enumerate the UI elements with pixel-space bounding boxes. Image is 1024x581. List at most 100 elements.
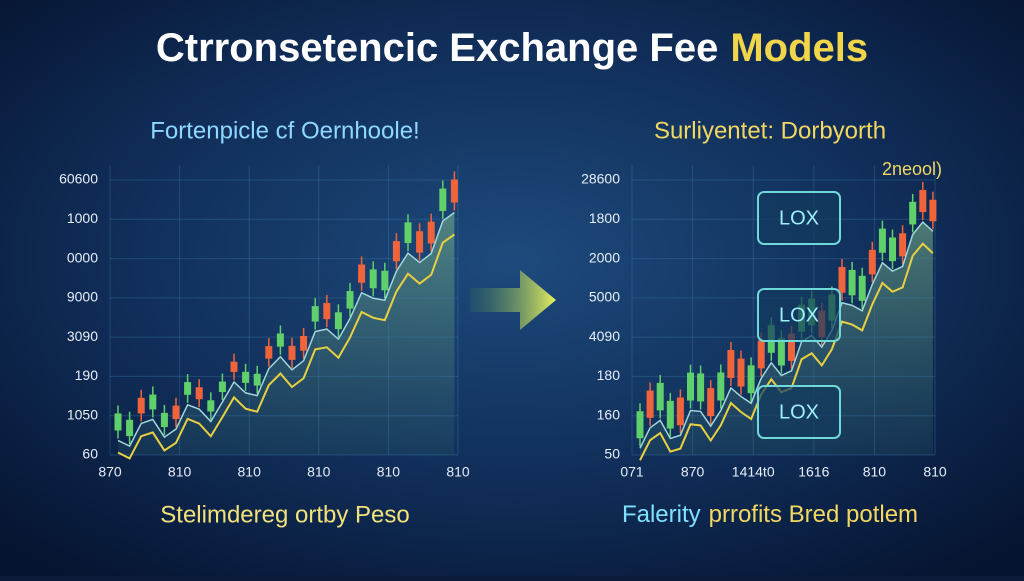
candle xyxy=(334,312,342,330)
candle xyxy=(676,397,684,426)
candle xyxy=(899,233,907,257)
candle xyxy=(346,291,354,309)
candle xyxy=(838,266,846,293)
candle xyxy=(878,228,886,253)
candle xyxy=(687,372,694,401)
candle xyxy=(149,394,157,410)
x-label: 810 xyxy=(377,464,401,480)
candle xyxy=(889,237,896,262)
left-title: Fortenpicle cf Oernhoole! xyxy=(150,117,419,144)
candle xyxy=(137,397,145,414)
candle xyxy=(697,373,705,402)
candle xyxy=(737,358,745,387)
y-label: 50 xyxy=(604,446,620,462)
arrow xyxy=(470,270,556,330)
candle xyxy=(858,275,866,301)
y-label: 160 xyxy=(597,406,621,422)
candle xyxy=(757,340,765,369)
candle xyxy=(114,413,122,431)
candle xyxy=(929,199,937,222)
y-label: 60 xyxy=(82,446,98,462)
candle xyxy=(909,201,917,225)
candle xyxy=(358,264,366,283)
x-label: 810 xyxy=(446,464,470,480)
candle xyxy=(788,333,795,361)
candle xyxy=(439,188,447,211)
candle xyxy=(323,302,331,320)
candle xyxy=(666,400,674,429)
candle xyxy=(160,412,168,428)
candle xyxy=(392,241,400,262)
candle xyxy=(184,382,192,395)
candle xyxy=(253,373,261,386)
candle xyxy=(288,345,296,360)
title-highlight: Models xyxy=(730,26,868,70)
candle xyxy=(172,405,180,420)
candle xyxy=(381,270,389,291)
charts: 60600 1000 0000 9000 3090 190 1050 60 870 810 810 8… xyxy=(59,165,947,480)
left-caption: Stelimdereg ortby Peso xyxy=(160,501,409,528)
right-caption: Falerity prrofits Bred potlem xyxy=(622,501,918,528)
trend-line xyxy=(639,220,934,449)
y-label: 190 xyxy=(75,367,99,383)
fee-box-label: LOX xyxy=(779,207,819,229)
y-label: 28600 xyxy=(581,171,620,187)
candle xyxy=(747,365,755,394)
fee-box-label: LOX xyxy=(779,304,819,326)
annotation: 2neool) xyxy=(882,159,942,179)
fee-box-label: LOX xyxy=(779,401,819,423)
candle xyxy=(242,371,250,383)
x-label: 1616 xyxy=(798,464,829,480)
y-label: 1050 xyxy=(67,406,98,422)
x-label: 870 xyxy=(681,464,705,480)
x-label: 810 xyxy=(168,464,192,480)
y-label: 1000 xyxy=(67,210,98,226)
candle xyxy=(311,306,319,322)
x-label: 810 xyxy=(923,464,947,480)
candle xyxy=(717,372,725,401)
y-label: 3090 xyxy=(67,328,98,344)
candle xyxy=(868,249,876,275)
right-title: Surliyentet: Dorbyorth xyxy=(654,117,886,144)
candle xyxy=(848,269,856,296)
trend-line xyxy=(117,233,455,460)
caption-rest: prrofits Bred potlem xyxy=(709,501,918,528)
trend-line xyxy=(117,211,455,448)
candle xyxy=(369,269,377,289)
candle xyxy=(727,349,735,378)
candle xyxy=(276,333,284,347)
y-label: 0000 xyxy=(67,249,98,265)
fee-box xyxy=(757,288,841,342)
area xyxy=(640,222,933,455)
y-label: 60600 xyxy=(59,171,98,187)
candle xyxy=(450,179,458,203)
caption-lead: Falerity xyxy=(622,501,701,528)
y-label: 9000 xyxy=(67,289,98,305)
candle xyxy=(636,411,644,439)
candle xyxy=(777,338,785,366)
fee-box xyxy=(757,385,841,439)
y-label: 5000 xyxy=(589,289,620,305)
x-label: 810 xyxy=(238,464,262,480)
candle xyxy=(427,221,435,244)
x-label: 810 xyxy=(863,464,887,480)
y-label: 1800 xyxy=(589,210,620,226)
candle xyxy=(218,381,226,393)
candle xyxy=(646,390,654,418)
title: Ctrronsetencic Exchange Fee Models xyxy=(156,26,868,70)
candle xyxy=(195,387,203,400)
x-label: 071 xyxy=(620,464,644,480)
candle xyxy=(300,335,308,351)
candle xyxy=(416,231,424,253)
area xyxy=(118,212,455,455)
y-label: 180 xyxy=(597,367,621,383)
y-label: 4090 xyxy=(589,328,620,344)
candle xyxy=(404,222,412,244)
candle xyxy=(707,388,715,417)
candle xyxy=(126,419,134,437)
candle xyxy=(207,400,215,412)
fee-box xyxy=(757,191,841,245)
title-main: Ctrronsetencic Exchange Fee xyxy=(156,26,718,70)
y-label: 2000 xyxy=(589,249,620,265)
